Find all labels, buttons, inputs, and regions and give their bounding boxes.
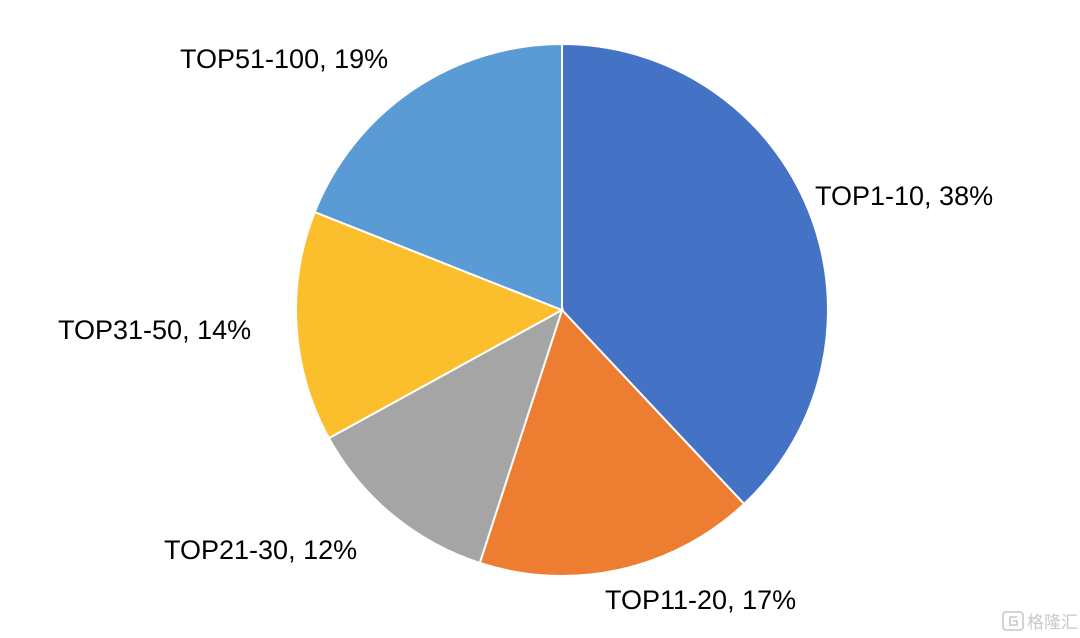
slice-label-top31-50: TOP31-50, 14% xyxy=(58,315,251,345)
slice-label-top51-100: TOP51-100, 19% xyxy=(180,44,388,74)
pie-slice-top11-20 xyxy=(478,308,746,577)
watermark: 格隆汇 xyxy=(1002,611,1078,633)
slice-label-top21-30: TOP21-30, 12% xyxy=(164,535,357,565)
pie-labels: TOP1-10, 38% TOP11-20, 17% TOP21-30, 12% TO… xyxy=(58,44,993,615)
slice-label-top1-10: TOP1-10, 38% xyxy=(815,181,993,211)
pie-slice-top21-30 xyxy=(327,307,564,565)
watermark-text: 格隆汇 xyxy=(1027,613,1078,633)
pie-slices xyxy=(295,42,829,577)
pie-slice-top31-50 xyxy=(295,210,565,440)
pie-slice-top1-10 xyxy=(561,42,829,506)
pie-slice-top51-100 xyxy=(313,42,563,312)
slice-label-top11-20: TOP11-20, 17% xyxy=(605,585,796,615)
gelonghui-logo-icon xyxy=(1002,611,1024,631)
